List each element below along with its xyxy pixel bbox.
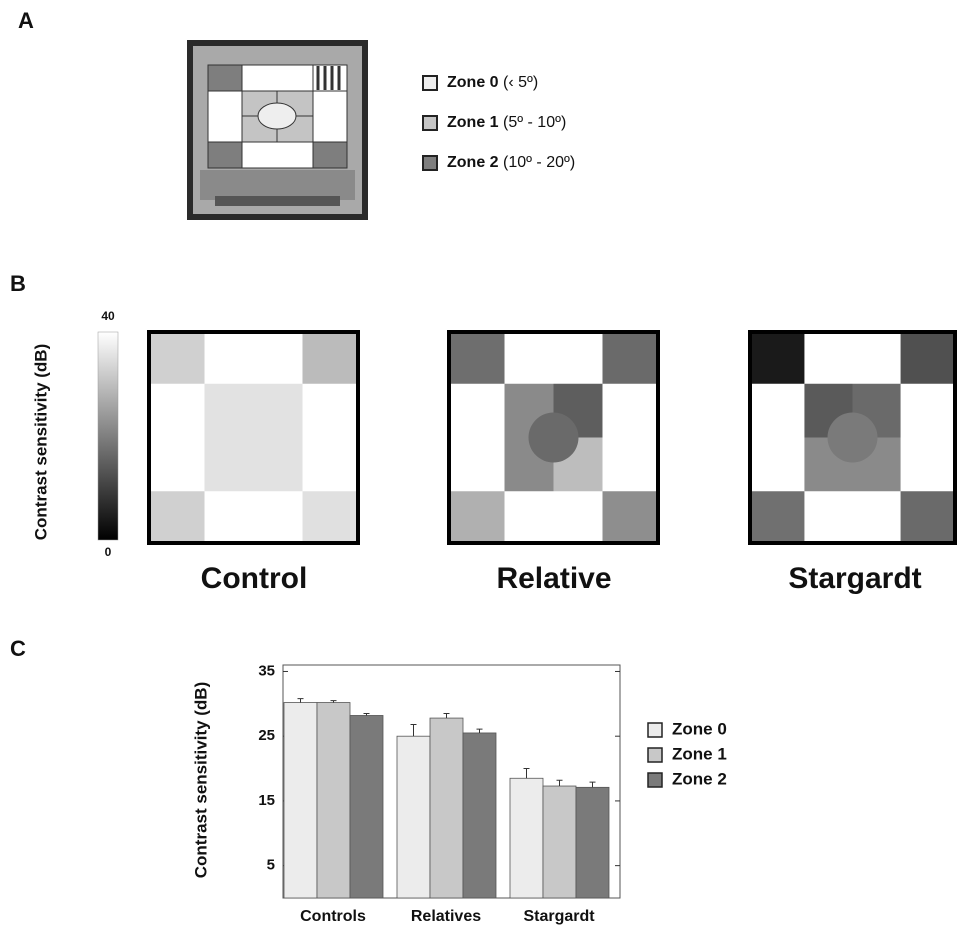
error-bar: [524, 769, 530, 779]
legend-entry: Zone 0 (‹ 5º): [447, 74, 538, 91]
x-tick-label: Stargardt: [523, 908, 595, 925]
figure: A B C Zone 0 (‹ 5º) Zone 1 (5º - 10º) Zone 2 …: [0, 0, 957, 935]
colorbar-tick-label: 40: [101, 309, 115, 323]
map-label: Control: [201, 562, 308, 595]
corner-cell: [748, 491, 804, 545]
zone-range: (5º - 10º): [503, 114, 566, 131]
corner-cell: [302, 330, 360, 384]
corner-cell: [602, 491, 660, 545]
y-axis-label: Contrast sensitivity (dB): [191, 682, 210, 878]
panel-label: A: [18, 8, 34, 33]
corner-cell: [147, 491, 205, 545]
error-bar: [411, 725, 417, 737]
legend-swatch: [423, 156, 437, 170]
legend-swatch: [648, 723, 662, 737]
legend-entry: Zone 2 (10º - 20º): [447, 154, 575, 171]
corner-cell: [302, 491, 360, 545]
corner-cell: [748, 330, 804, 384]
corner-cell: [901, 330, 957, 384]
zone-range: (‹ 5º): [503, 74, 538, 91]
error-bar: [298, 699, 304, 703]
zone-name: Zone 2: [447, 154, 499, 171]
legend-label: Zone 1: [672, 744, 727, 763]
bar: [397, 736, 430, 898]
corner-cell: [447, 330, 505, 384]
legend-label: Zone 2: [672, 769, 727, 788]
panel-label: C: [10, 636, 26, 661]
map-label: Relative: [496, 562, 611, 595]
center-circle: [229, 413, 279, 463]
y-tick-label: 5: [267, 857, 275, 874]
corner-cell: [147, 330, 205, 384]
error-bar: [444, 714, 450, 719]
colorbar-label: Contrast sensitivity (dB): [31, 344, 50, 540]
legend-swatch: [423, 116, 437, 130]
zone-range: (10º - 20º): [503, 154, 575, 171]
corner-cell: [447, 491, 505, 545]
legend-swatch: [648, 748, 662, 762]
center-circle: [529, 413, 579, 463]
zone-name: Zone 0: [447, 74, 499, 91]
panel-label: B: [10, 271, 26, 296]
bar: [284, 703, 317, 898]
map-label: Stargardt: [788, 562, 921, 595]
center-circle: [828, 413, 878, 463]
x-tick-label: Relatives: [411, 908, 481, 925]
y-tick-label: 15: [258, 792, 275, 809]
legend-entry: Zone 1 (5º - 10º): [447, 114, 566, 131]
bar: [317, 703, 350, 898]
colorbar: [98, 332, 118, 540]
bar: [463, 733, 496, 898]
error-bar: [477, 729, 483, 733]
bar: [543, 786, 576, 898]
corner-cell: [901, 491, 957, 545]
legend-swatch: [423, 76, 437, 90]
bar: [510, 778, 543, 898]
y-tick-label: 35: [258, 662, 275, 679]
legend-swatch: [648, 773, 662, 787]
error-bar: [590, 782, 596, 787]
bar: [350, 715, 383, 898]
zone-name: Zone 1: [447, 114, 499, 131]
x-tick-label: Controls: [300, 908, 366, 925]
legend-label: Zone 0: [672, 719, 727, 738]
bar: [576, 787, 609, 898]
corner-cell: [602, 330, 660, 384]
colorbar-tick-label: 0: [105, 545, 112, 559]
monitor-illustration: [187, 40, 368, 220]
bar: [430, 718, 463, 898]
error-bar: [557, 780, 563, 786]
y-tick-label: 25: [258, 727, 275, 744]
